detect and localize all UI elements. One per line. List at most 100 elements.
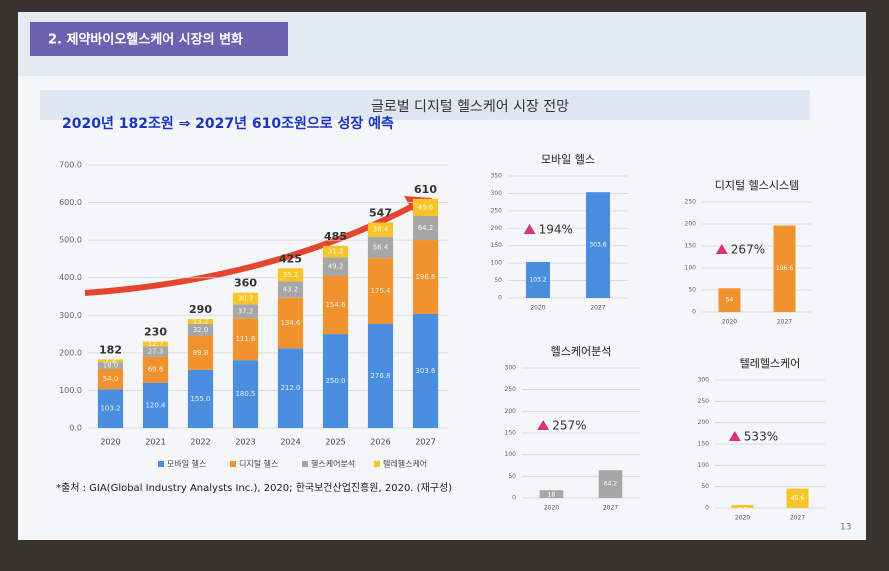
bar-segment	[277, 297, 304, 349]
segment-label: 7.2	[105, 357, 116, 365]
title-band	[40, 90, 810, 120]
bar-segment	[97, 368, 124, 390]
y-tick-label: 300	[698, 377, 710, 384]
segment-label: 120.4	[145, 401, 166, 409]
bar-segment	[232, 304, 259, 319]
charts: 0.0 100.0 200.0 300.0 400.0 500.0 600.0 700.0 20…	[59, 152, 825, 522]
y-tick-label: 150	[698, 441, 710, 448]
y-tick-label: 100	[698, 462, 710, 469]
y-tick-label: 500.0	[59, 236, 82, 245]
chart-title: 모바일 헬스	[541, 152, 595, 166]
segment-label: 134.6	[280, 319, 301, 327]
header: 2. 제약바이오헬스케어 시장의 변화	[48, 32, 243, 48]
y-tick-label: 0	[512, 495, 516, 502]
bar-segment	[277, 281, 304, 298]
annotation-triangle	[537, 420, 550, 430]
legend-label: 모바일 헬스	[167, 459, 206, 469]
x-tick-label: 2027	[603, 505, 618, 512]
slide-title: 글로벌 디지털 헬스케어 시장 전망	[371, 99, 569, 115]
header-box	[30, 22, 288, 56]
bar-segment	[367, 258, 394, 325]
y-tick-label: 100	[491, 260, 503, 267]
bar-segment	[367, 324, 394, 428]
bar-segment	[142, 341, 169, 347]
segment-label: 37.2	[238, 307, 254, 315]
x-tick-label: 2027	[790, 515, 805, 522]
total-label: 610	[414, 183, 437, 196]
bar-segment	[142, 356, 169, 383]
bar-segment	[412, 313, 439, 428]
bar-segment	[322, 245, 349, 258]
bar-segment	[232, 292, 259, 305]
y-tick-label: 50	[508, 473, 516, 480]
segment-label: 31.2	[328, 248, 344, 256]
y-tick-label: 250	[505, 386, 517, 393]
annotation-triangle	[728, 431, 741, 441]
value-label: 45.6	[791, 495, 805, 502]
bar-segment	[232, 318, 259, 361]
segment-label: 154.6	[325, 301, 346, 309]
bar-segment	[367, 222, 394, 237]
y-tick-label: 150	[685, 243, 697, 250]
segment-label: 89.8	[193, 349, 209, 357]
total-label: 290	[189, 303, 212, 316]
legend-swatch	[158, 461, 164, 467]
x-tick-label: 2020	[735, 515, 750, 522]
total-label: 360	[234, 277, 257, 290]
y-tick-label: 250	[491, 207, 503, 214]
segment-label: 196.6	[415, 273, 436, 281]
total-label: 485	[324, 230, 347, 243]
x-tick-label: 2027	[777, 319, 792, 326]
chart-title: 텔레헬스케어	[740, 357, 801, 370]
value-label: 303.6	[589, 242, 606, 249]
x-tick-label: 2026	[370, 438, 390, 447]
subtitle: 2020년 182조원 ⇒ 2027년 610조원으로 성장 예측	[62, 115, 394, 132]
segment-label: 12.7	[148, 340, 164, 348]
bar	[786, 488, 809, 508]
bar-segment	[187, 324, 214, 337]
y-tick-label: 200	[491, 225, 503, 232]
bar-segment	[97, 362, 124, 369]
x-tick-label: 2027	[415, 438, 435, 447]
bar-segment	[187, 336, 214, 370]
bar	[598, 470, 623, 498]
y-tick-label: 600.0	[59, 198, 82, 207]
bar-segment	[142, 382, 169, 428]
segment-label: 64.2	[418, 224, 434, 232]
value-label: 103.2	[529, 277, 546, 284]
bar-segment	[97, 359, 124, 363]
x-tick-label: 2020	[530, 305, 545, 312]
y-tick-label: 100.0	[59, 386, 82, 395]
bar-segment	[322, 334, 349, 428]
legend-swatch	[302, 461, 308, 467]
x-tick-label: 2025	[325, 438, 345, 447]
source: *출처 : GIA(Global Industry Analysts Inc.)…	[56, 481, 452, 494]
value-label: 54	[726, 297, 734, 304]
y-tick-label: 100	[685, 265, 697, 272]
bar-segment	[187, 369, 214, 428]
y-tick-label: 150	[505, 430, 517, 437]
bar-segment	[277, 348, 304, 428]
segment-label: 111.6	[235, 335, 256, 343]
bar-segment	[367, 236, 394, 259]
x-tick-label: 2024	[280, 438, 300, 447]
bar-segment	[322, 275, 349, 335]
bar-segment	[322, 257, 349, 276]
segment-label: 276.8	[370, 372, 390, 380]
segment-label: 175.4	[370, 287, 391, 295]
x-tick-label: 2027	[590, 305, 605, 312]
x-tick-label: 2020	[100, 438, 120, 447]
bar-segment	[187, 319, 214, 325]
bar-segment	[412, 240, 439, 314]
y-tick-label: 50	[701, 483, 709, 490]
bar-segment	[232, 360, 259, 428]
bar	[586, 192, 610, 298]
segment-label: 30.7	[238, 295, 254, 303]
y-tick-label: 350	[491, 173, 503, 180]
annotation: 194%	[539, 223, 573, 237]
y-tick-label: 100	[505, 451, 517, 458]
y-tick-label: 300.0	[59, 311, 82, 320]
segment-label: 38.4	[373, 226, 389, 234]
total-label: 182	[99, 343, 122, 356]
